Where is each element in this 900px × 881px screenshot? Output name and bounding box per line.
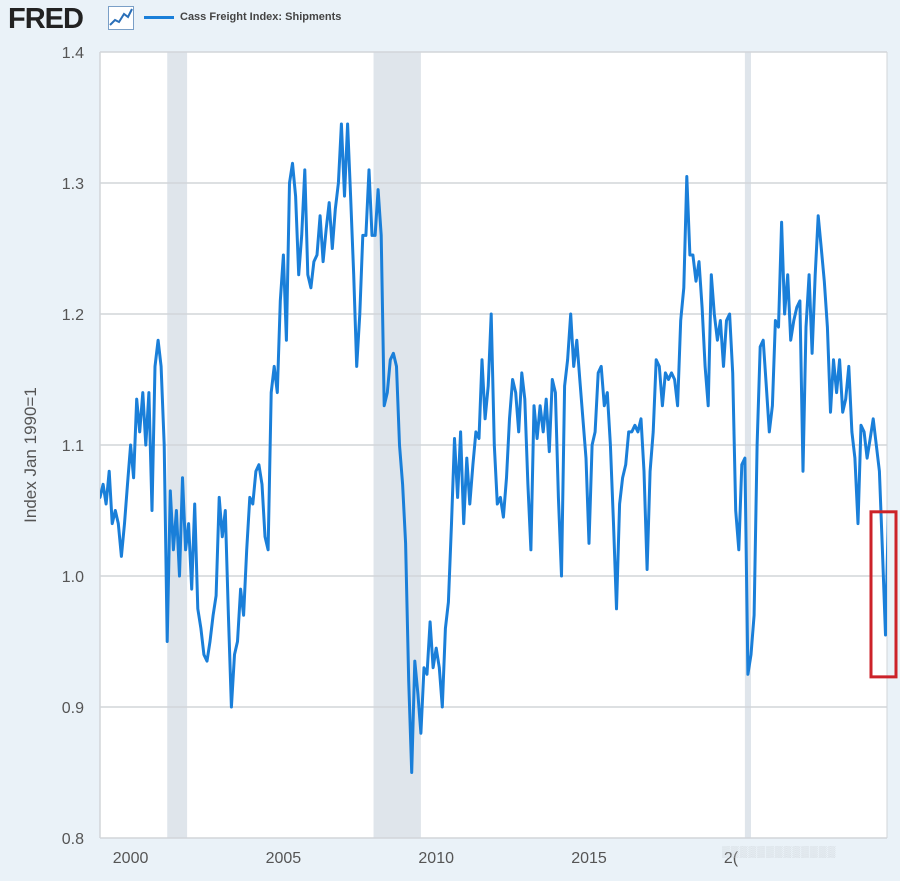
y-tick-label: 1.4 [62,45,84,62]
highlight-layer [869,510,898,679]
x-tick-label-partial: 2( [724,850,739,867]
trend-line-icon [108,6,134,30]
series-line-1 [100,122,887,774]
chart-header: FRED Cass Freight Index: Shipments [0,0,900,38]
y-tick-label: 0.9 [62,700,84,717]
y-tick-label: 0.8 [62,831,84,848]
x-tick-label: 2005 [266,850,302,867]
y-tick-label: 1.1 [62,438,84,455]
gridlines [99,51,888,839]
legend-label: Cass Freight Index: Shipments [180,11,342,23]
x-tick-label: 2010 [418,850,454,867]
x-tick-label: 2015 [571,850,607,867]
fred-logo[interactable]: FRED [8,3,84,35]
highlight-box [869,510,898,679]
tick-labels: 0.8 0.9 1.0 1.1 1.2 1.3 1.4 2000 2005 2010 2015 2( [62,45,739,867]
y-axis-label: Index Jan 1990=1 [21,387,40,523]
x-tick-label: 2000 [113,850,149,867]
series-layer [100,122,887,774]
y-tick-label: 1.0 [62,569,84,586]
legend: Cass Freight Index: Shipments [144,7,341,27]
y-tick-label: 1.2 [62,307,84,324]
watermark-blur: ▒▒▒▒▒▒▒▒▒▒▒▒▒ [722,846,837,858]
y-tick-label: 1.3 [62,176,84,193]
legend-swatch [144,15,174,19]
